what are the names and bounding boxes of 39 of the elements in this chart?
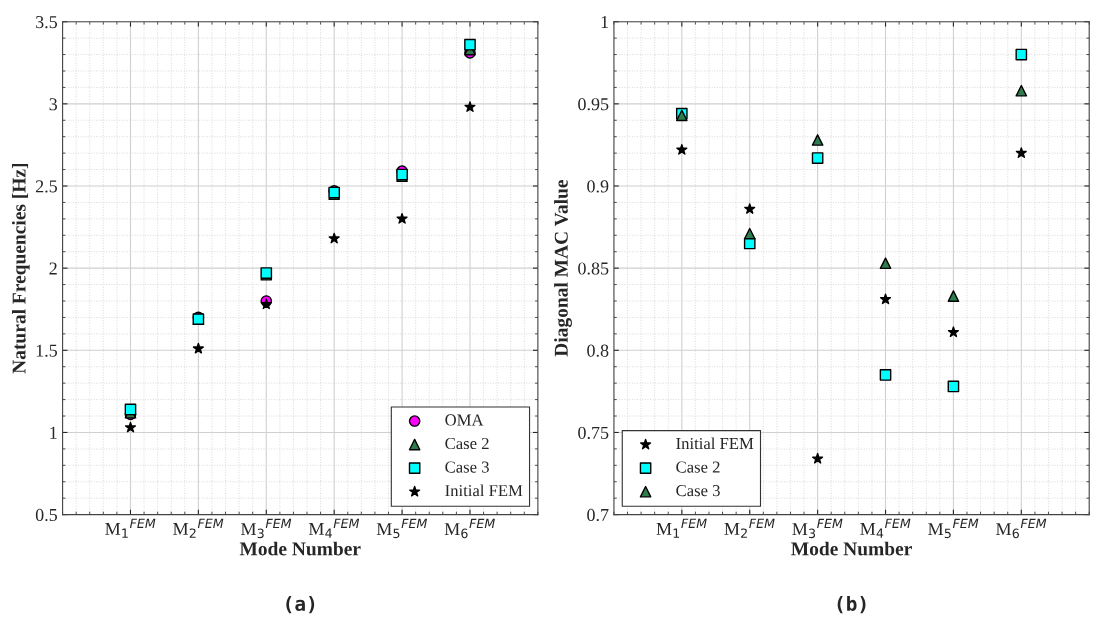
y-tick-label: 0.95: [578, 98, 609, 111]
x-tick-label: M$_{2}$$^{FEM}$: [173, 518, 224, 538]
x-tick-label: M$_{4}$$^{FEM}$: [860, 518, 911, 538]
y-tick-label: 1.5: [36, 344, 58, 357]
legend-label: Case 3: [445, 461, 489, 473]
legend-label: Case 2: [676, 461, 720, 473]
x-tick-label: M$_{3}$$^{FEM}$: [240, 518, 292, 539]
x-axis-title: Mode Number: [791, 541, 912, 556]
y-axis-title: Natural Frequencies [Hz]: [11, 163, 30, 374]
y-tick-label: 0.9: [587, 180, 609, 193]
x-tick-label: M$_{4}$$^{FEM}$: [308, 518, 360, 538]
x-tick-label: M$_{5}$$^{FEM}$: [928, 518, 979, 539]
x-tick-label: M$_{1}$$^{FEM}$: [105, 518, 156, 538]
y-tick-label: 0.75: [578, 426, 609, 439]
y-tick-label: 2.5: [35, 180, 58, 193]
legend-label: Initial FEM: [445, 484, 523, 497]
y-tick-label: 0.8: [587, 344, 609, 357]
x-tick-label: M$_{6}$$^{FEM}$: [444, 518, 495, 539]
legend-label: Initial FEM: [676, 437, 754, 450]
x-tick-label: M$_{1}$$^{FEM}$: [656, 518, 707, 538]
y-tick-label: 0.85: [578, 262, 609, 275]
x-tick-label: M$_{3}$$^{FEM}$: [792, 518, 843, 539]
x-tick-label: M$_{6}$$^{FEM}$: [996, 518, 1047, 539]
y-tick-label: 0.7: [587, 508, 609, 522]
y-axis-title: Diagonal MAC Value: [554, 180, 572, 357]
x-tick-label: M$_{5}$$^{FEM}$: [376, 518, 428, 539]
y-tick-label: 2: [49, 262, 57, 275]
y-tick-label: 3.5: [36, 16, 58, 29]
x-tick-label: M$_{2}$$^{FEM}$: [724, 518, 775, 538]
legend-label: Case 2: [445, 437, 489, 450]
text: (b): [837, 595, 866, 614]
text: (a): [286, 595, 315, 614]
y-tick-label: 1: [601, 16, 608, 28]
y-tick-label: 1: [50, 426, 57, 439]
legend-label: OMA: [445, 414, 484, 426]
x-axis-title: Mode Number: [239, 541, 361, 556]
y-tick-label: 0.5: [35, 508, 58, 522]
y-tick-label: 3: [49, 98, 58, 111]
legend-label: Case 3: [676, 485, 720, 497]
